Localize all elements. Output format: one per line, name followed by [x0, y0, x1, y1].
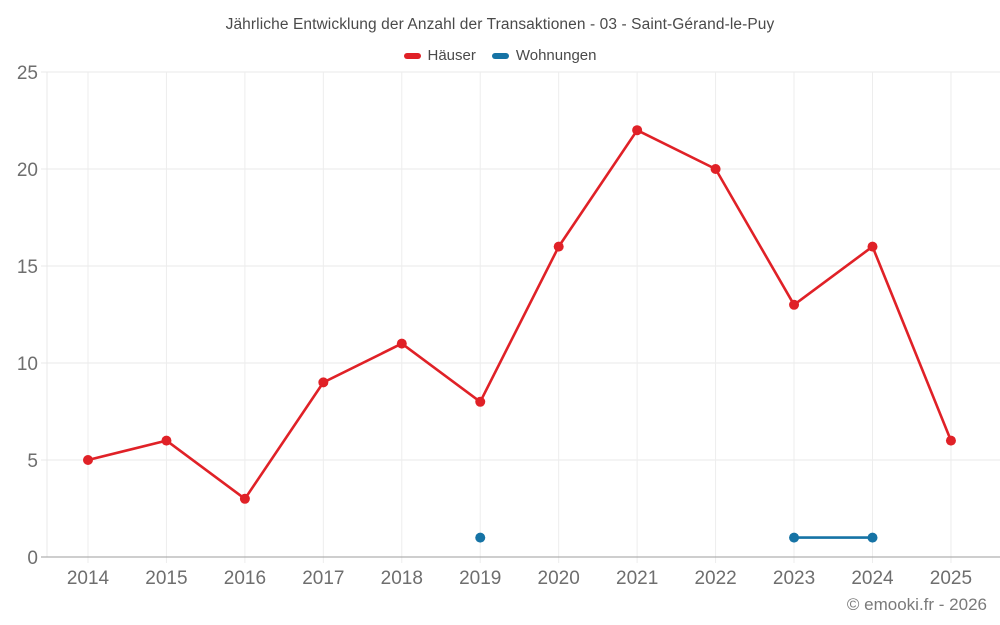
data-point-hauser-2018[interactable] [396, 338, 407, 349]
x-tick-label-2022: 2022 [694, 568, 736, 589]
data-point-hauser-2020[interactable] [553, 241, 564, 252]
data-point-hauser-2023[interactable] [789, 299, 800, 310]
data-point-hauser-2019[interactable] [475, 396, 486, 407]
x-tick-label-2024: 2024 [851, 568, 894, 589]
legend-swatch-wohnungen-icon [491, 52, 509, 59]
x-tick-label-2020: 2020 [538, 568, 580, 589]
x-tick-label-2018: 2018 [381, 568, 423, 589]
data-point-hauser-2016[interactable] [239, 493, 250, 504]
data-point-hauser-2021[interactable] [632, 125, 643, 136]
legend-item-haeuser[interactable]: Häuser [403, 47, 476, 64]
y-tick-label-10: 10 [17, 354, 38, 375]
legend-swatch-haeuser-icon [403, 52, 421, 59]
y-tick-label-0: 0 [27, 548, 38, 569]
data-point-hauser-2022[interactable] [710, 164, 721, 174]
legend: Häuser Wohnungen [0, 47, 1000, 64]
legend-label-haeuser: Häuser [427, 47, 476, 64]
y-tick-label-5: 5 [27, 451, 38, 472]
data-point-hauser-2014[interactable] [83, 455, 93, 465]
data-point-wohnungen-2019[interactable] [475, 532, 486, 543]
y-tick-label-15: 15 [17, 257, 38, 278]
x-tick-label-2019: 2019 [459, 568, 501, 589]
chart-title: Jährliche Entwicklung der Anzahl der Tra… [225, 16, 775, 33]
legend-item-wohnungen[interactable]: Wohnungen [491, 47, 597, 64]
x-tick-label-2021: 2021 [616, 568, 658, 589]
data-point-hauser-2017[interactable] [318, 377, 329, 388]
data-point-hauser-2024[interactable] [867, 241, 878, 252]
data-point-wohnungen-2023[interactable] [789, 532, 800, 543]
legend-label-wohnungen: Wohnungen [515, 47, 597, 64]
y-tick-label-25: 25 [17, 63, 38, 84]
series-line-hauser [86, 128, 953, 501]
x-tick-label-2016: 2016 [224, 568, 266, 589]
copyright-credit: © emooki.fr - 2026 [846, 595, 987, 614]
x-tick-label-2023: 2023 [773, 568, 815, 589]
x-tick-label-2017: 2017 [302, 568, 344, 589]
x-tick-label-2014: 2014 [67, 568, 110, 589]
y-tick-label-20: 20 [17, 160, 38, 181]
x-tick-label-2015: 2015 [145, 568, 187, 589]
x-tick-label-2025: 2025 [930, 568, 972, 589]
data-point-hauser-2025[interactable] [945, 435, 956, 446]
data-point-hauser-2015[interactable] [161, 435, 172, 446]
data-point-wohnungen-2024[interactable] [867, 532, 878, 543]
